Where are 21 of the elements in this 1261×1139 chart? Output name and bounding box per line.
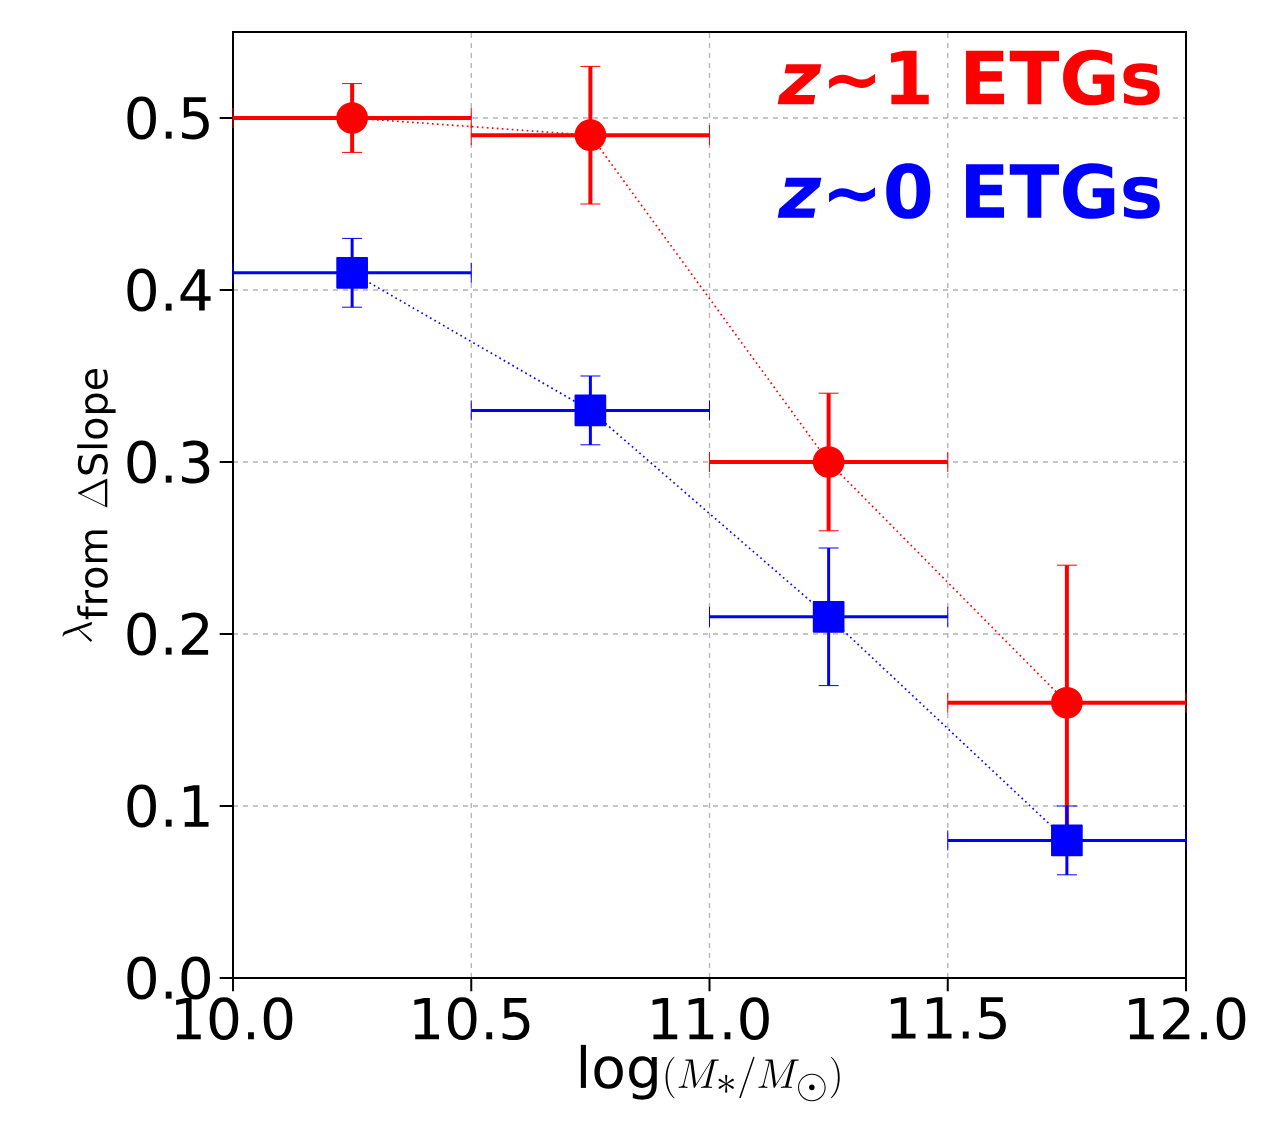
- text: z~0 ETGs: [777, 163, 1160, 219]
- x-tick-label: 10.5: [414, 997, 530, 1041]
- point: [812, 600, 845, 633]
- y-tick-label: 0.1: [127, 784, 209, 828]
- x-axis-title: $\log(M_*/M_\odot)$: [580, 1044, 840, 1102]
- x-tick-label: 11.0: [652, 997, 769, 1041]
- point: [1051, 824, 1083, 857]
- point: [1051, 686, 1083, 719]
- y-tick-label: 0.4: [127, 268, 211, 312]
- point: [574, 394, 607, 427]
- x-tick-label: 11.5: [890, 997, 1006, 1040]
- y-tick-label: 0.3: [127, 440, 210, 484]
- point: [336, 256, 368, 289]
- y-tick-label: 0.5: [127, 96, 209, 140]
- point: [812, 446, 845, 478]
- y-tick-label: 0.2: [127, 612, 209, 656]
- point: [574, 119, 607, 152]
- x-tick-label: 12.0: [1129, 997, 1246, 1041]
- point: [336, 102, 368, 134]
- y-axis-title: $\lambda_{\mathrm{from}\ \Delta\mathrm{Slope}}$: [62, 369, 116, 642]
- text: z~1 ETGs: [777, 49, 1160, 106]
